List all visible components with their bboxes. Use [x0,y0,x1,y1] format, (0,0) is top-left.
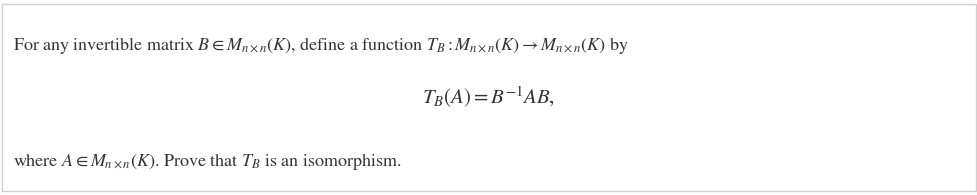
FancyBboxPatch shape [2,4,975,191]
Text: $T_B(A) = B^{-1}AB,$: $T_B(A) = B^{-1}AB,$ [422,85,555,110]
Text: For any invertible matrix $B \in M_{n\times n}(K)$, define a function $T_B : M_{: For any invertible matrix $B \in M_{n\ti… [13,35,628,56]
Text: where $A \in M_{n\times n}(K)$. Prove that $T_B$ is an isomorphism.: where $A \in M_{n\times n}(K)$. Prove th… [13,151,401,172]
